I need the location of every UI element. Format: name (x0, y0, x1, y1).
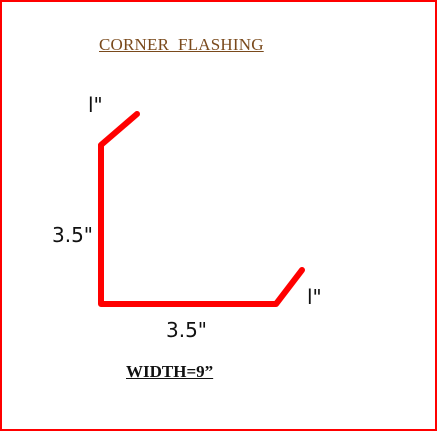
horizontal-leg-dimension: 3.5" (166, 318, 208, 342)
vertical-leg-dimension: 3.5" (52, 223, 94, 247)
width-label: WIDTH=9” (126, 362, 214, 381)
flashing-profile-line (98, 111, 305, 307)
top-lip-dimension: l" (88, 93, 103, 117)
right-lip-dimension: l" (307, 285, 322, 309)
diagram-title: CORNER FLASHING (99, 35, 264, 54)
